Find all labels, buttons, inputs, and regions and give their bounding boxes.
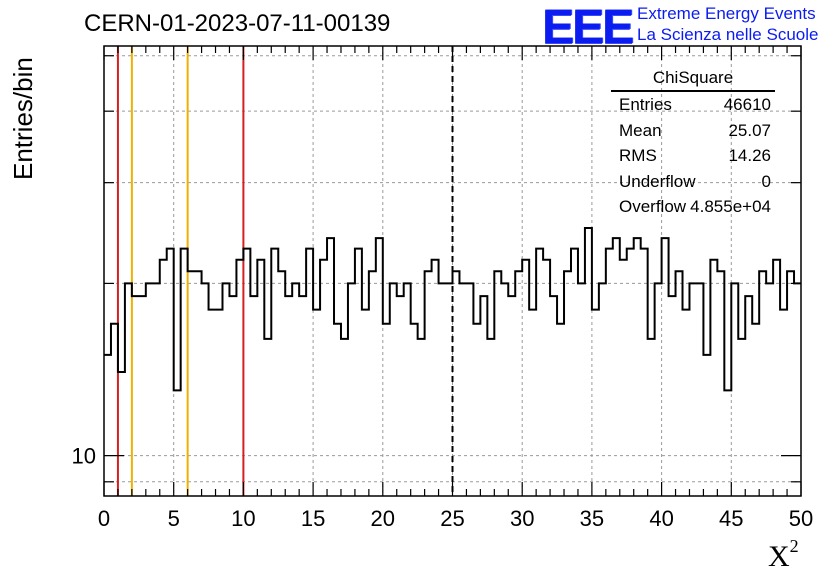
x-tick-label: 35 [580, 506, 604, 531]
histogram-series [104, 226, 801, 392]
stats-key: Overflow [619, 197, 687, 216]
chart-title: CERN-01-2023-07-11-00139 [84, 10, 391, 37]
stats-value: 14.26 [728, 146, 771, 165]
y-tick-label: 10 [72, 444, 96, 469]
x-tick-label: 45 [719, 506, 743, 531]
logo-subtitle-2: La Scienza nelle Scuole [637, 25, 819, 44]
x-tick-label: 20 [371, 506, 395, 531]
stats-key: Mean [619, 120, 662, 140]
x-tick-label: 10 [231, 506, 255, 531]
stats-key: Underflow [619, 171, 696, 191]
stats-row-entries: Entries 46610 [611, 92, 775, 118]
x-tick-label: 50 [789, 506, 813, 531]
x-tick-label: 40 [649, 506, 673, 531]
stats-value: 4.855e+04 [690, 197, 771, 216]
x-tick-label: 0 [98, 506, 110, 531]
stats-box: ChiSquare Entries 46610 Mean 25.07 RMS 1… [611, 66, 775, 220]
x-tick-label: 15 [301, 506, 325, 531]
x-tick-label: 5 [168, 506, 180, 531]
stats-row-mean: Mean 25.07 [611, 118, 775, 144]
stats-key: RMS [619, 146, 657, 165]
stats-value: 46610 [723, 95, 771, 114]
x-tick-label: 30 [510, 506, 534, 531]
eee-logo: EEE [542, 1, 634, 54]
x-axis-label: X2 [768, 536, 799, 574]
x-axis-label-sup: 2 [789, 536, 799, 556]
x-axis-label-text: X [768, 540, 790, 573]
x-tick-label: 25 [440, 506, 464, 531]
stats-value: 25.07 [728, 120, 771, 140]
stats-row-overflow: Overflow 4.855e+04 [611, 194, 775, 220]
logo-subtitle-1: Extreme Energy Events [637, 4, 816, 23]
stats-key: Entries [619, 95, 672, 114]
stats-title: ChiSquare [611, 66, 775, 92]
stats-value: 0 [761, 171, 771, 191]
stats-row-underflow: Underflow 0 [611, 169, 775, 195]
stats-row-rms: RMS 14.26 [611, 143, 775, 169]
